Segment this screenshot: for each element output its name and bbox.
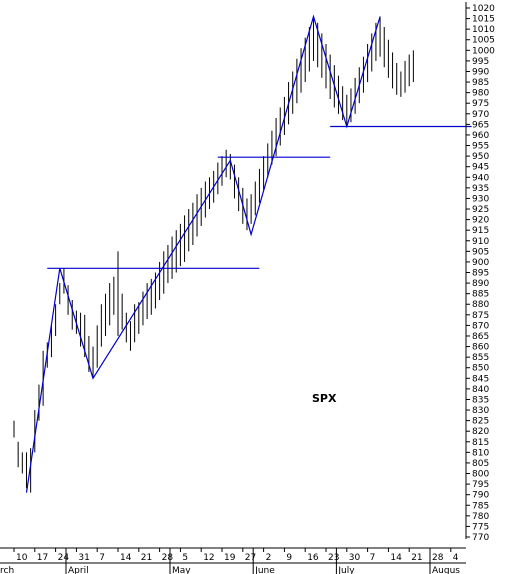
y-tick-label: 950 [472, 152, 489, 162]
y-tick-label: 925 [472, 205, 489, 215]
y-tick-label: 1005 [472, 36, 495, 46]
y-tick-label: 970 [472, 110, 489, 120]
x-tick-label: 14 [120, 553, 132, 563]
x-tick-label: 10 [16, 553, 28, 563]
x-tick-label: 21 [411, 553, 422, 563]
y-tick-label: 775 [472, 522, 489, 532]
y-tick-label: 910 [472, 237, 489, 247]
y-tick-label: 940 [472, 173, 489, 183]
y-tick-label: 975 [472, 99, 489, 109]
y-tick-label: 1010 [472, 25, 495, 35]
x-tick-label: 7 [370, 553, 376, 563]
y-tick-label: 990 [472, 67, 489, 77]
y-tick-label: 890 [472, 279, 489, 289]
x-tick-label: 28 [162, 553, 174, 563]
x-tick-label: 19 [224, 553, 236, 563]
y-tick-label: 830 [472, 406, 489, 416]
trend-line [25, 14, 381, 493]
x-month-label: July [337, 566, 355, 574]
x-tick-label: 28 [432, 553, 444, 563]
y-tick-label: 980 [472, 89, 489, 99]
x-tick-label: 23 [328, 553, 339, 563]
x-tick-label: 17 [37, 553, 48, 563]
y-tick-label: 845 [472, 374, 489, 384]
x-month-label: April [68, 566, 89, 574]
x-month-label: rch [0, 566, 14, 574]
y-tick-label: 885 [472, 290, 489, 300]
series-label: SPX [312, 392, 337, 405]
y-tick-label: 915 [472, 226, 489, 236]
x-tick-label: 24 [58, 553, 70, 563]
y-tick-label: 895 [472, 269, 489, 279]
y-tick-label: 900 [472, 258, 489, 268]
x-tick-label: 4 [453, 553, 459, 563]
x-tick-label: 9 [286, 553, 292, 563]
y-tick-label: 1000 [472, 46, 495, 56]
y-tick-label: 880 [472, 300, 489, 310]
x-tick-label: 31 [78, 553, 89, 563]
y-tick-label: 860 [472, 343, 489, 353]
x-tick-label: 2 [266, 553, 272, 563]
y-tick-label: 815 [472, 438, 489, 448]
x-tick-label: 14 [390, 553, 402, 563]
x-month-label: June [254, 566, 275, 574]
y-axis: 7707757807857907958008058108158208258308… [465, 2, 495, 543]
y-tick-label: 1020 [472, 4, 495, 14]
x-month-label: May [172, 566, 191, 574]
y-tick-label: 935 [472, 184, 489, 194]
x-tick-label: 30 [349, 553, 361, 563]
y-tick-label: 820 [472, 427, 489, 437]
y-tick-label: 770 [472, 533, 489, 543]
x-tick-label: 12 [203, 553, 214, 563]
y-tick-label: 810 [472, 448, 489, 458]
y-tick-label: 965 [472, 120, 489, 130]
y-tick-label: 780 [472, 512, 489, 522]
y-tick-label: 865 [472, 332, 489, 342]
x-tick-label: 21 [141, 553, 152, 563]
x-tick-label: 5 [182, 553, 188, 563]
y-tick-label: 960 [472, 131, 489, 141]
y-tick-label: 805 [472, 459, 489, 469]
y-tick-label: 855 [472, 353, 489, 363]
y-tick-label: 870 [472, 321, 489, 331]
x-tick-label: 7 [99, 553, 105, 563]
y-tick-label: 835 [472, 395, 489, 405]
y-tick-label: 905 [472, 247, 489, 257]
y-tick-label: 785 [472, 501, 489, 511]
x-axis: 10 17 24 31 7 14 21 28 5 12 19 27 2 9 16 23 30 7 14 21 28 4 rc… [0, 547, 466, 574]
y-tick-label: 920 [472, 216, 489, 226]
y-tick-label: 825 [472, 417, 489, 427]
y-tick-label: 795 [472, 480, 489, 490]
y-tick-label: 995 [472, 57, 489, 67]
y-tick-label: 945 [472, 163, 489, 173]
y-tick-label: 955 [472, 142, 489, 152]
trend-lines [25, 14, 472, 493]
y-tick-label: 850 [472, 364, 489, 374]
y-tick-label: 800 [472, 470, 489, 480]
y-tick-label: 875 [472, 311, 489, 321]
x-tick-label: 27 [245, 553, 256, 563]
y-tick-label: 985 [472, 78, 489, 88]
x-tick-label: 16 [307, 553, 319, 563]
y-tick-label: 790 [472, 491, 489, 501]
y-tick-label: 1015 [472, 15, 495, 25]
y-tick-label: 930 [472, 194, 489, 204]
y-tick-label: 840 [472, 385, 489, 395]
x-month-label: Augus [432, 566, 460, 574]
